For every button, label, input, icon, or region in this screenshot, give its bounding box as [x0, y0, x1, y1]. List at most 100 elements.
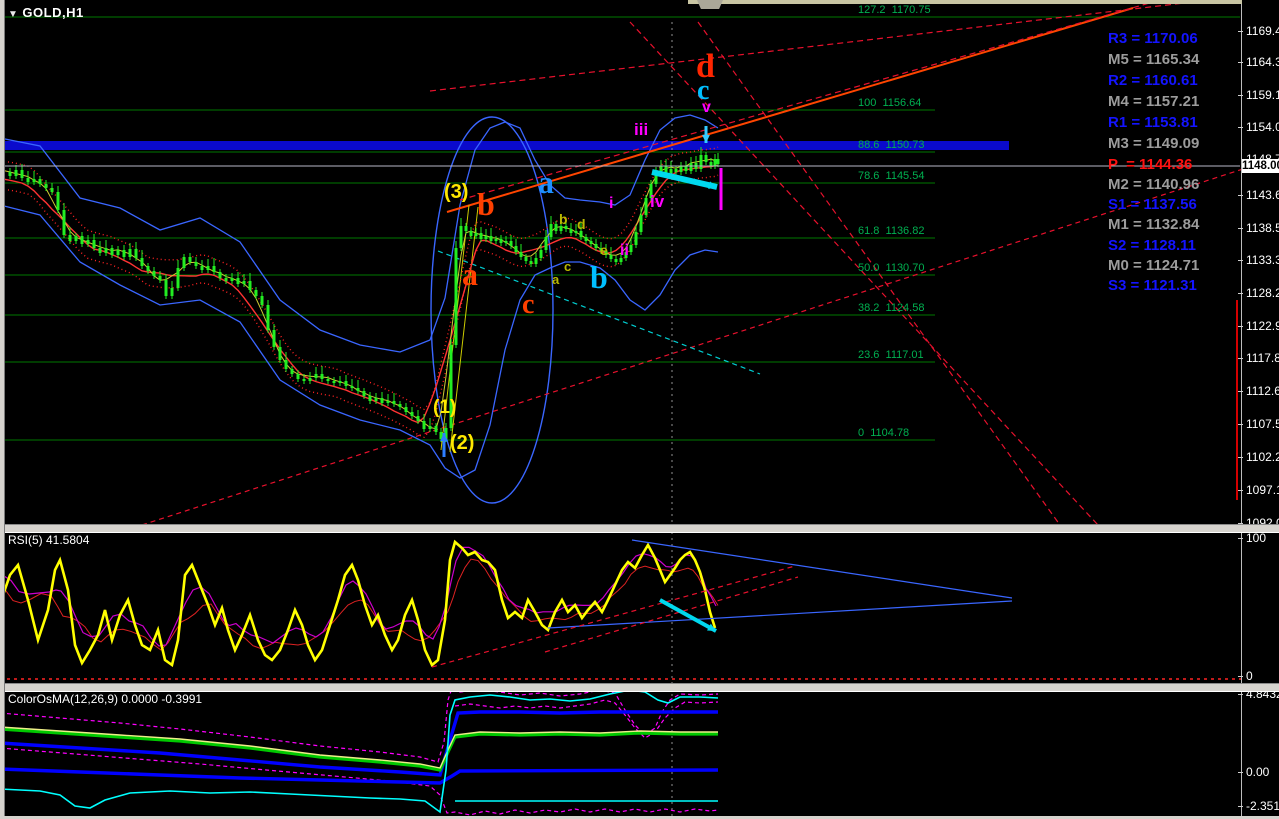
axis-tick-mark — [1238, 195, 1243, 196]
osma-scale-zero: 0.00 — [1246, 765, 1270, 779]
candle-body — [92, 240, 96, 248]
axis-tick-mark — [1238, 326, 1243, 327]
axis-tick-label: 1164.39 — [1246, 55, 1279, 69]
window-bottom-border — [0, 816, 1279, 819]
axis-tick-mark — [1238, 490, 1243, 491]
candle-body — [444, 428, 448, 439]
axis-tick-mark — [1238, 62, 1243, 63]
candle-body — [68, 235, 72, 241]
wave-label-12: ii — [620, 242, 629, 259]
candle-body — [224, 278, 228, 281]
up-arrow-icon-head — [440, 433, 448, 442]
candle-body — [689, 163, 693, 171]
axis-tick-label: 1154.04 — [1246, 120, 1279, 134]
candle-body — [474, 233, 478, 236]
candle-body — [469, 231, 473, 236]
fib-label-100: 100 1156.64 — [858, 97, 922, 109]
axis-tick-label: 1097.19 — [1246, 483, 1279, 497]
pivot-label-S1: S1 = 1137.56 — [1108, 196, 1197, 213]
candle-body — [194, 262, 198, 266]
candle-body — [654, 172, 658, 184]
candle-body — [704, 155, 708, 162]
yellow-channel-1 — [449, 206, 479, 453]
candle-body — [140, 258, 144, 266]
fib-label-88.6: 88.6 1150.73 — [858, 139, 925, 151]
candle-body — [699, 155, 703, 169]
axis-tick-mark — [1238, 772, 1243, 773]
candle-body — [170, 288, 174, 296]
candle-body — [266, 305, 270, 330]
candle-body — [559, 226, 563, 231]
candle-body — [619, 258, 623, 262]
wave-label-4: c — [522, 289, 535, 320]
candle-body — [422, 421, 426, 429]
candle-body — [188, 257, 192, 262]
candle-body — [609, 255, 613, 259]
pivot-label-S2: S2 = 1128.11 — [1108, 237, 1197, 254]
axis-tick-mark — [1238, 391, 1243, 392]
candle-body — [164, 280, 168, 296]
pivot-label-R1: R1 = 1153.81 — [1108, 114, 1198, 131]
candle-body — [74, 236, 78, 241]
dashed-rising-support — [141, 168, 1244, 526]
osma-indicator-label: ColorOsMA(12,26,9) 0.0000 -0.3991 — [8, 692, 203, 706]
fib-label-78.6: 78.6 1145.54 — [858, 170, 925, 182]
candle-body — [386, 401, 390, 403]
osma-magenta-upper — [0, 687, 719, 763]
axis-tick-label: 1169.49 — [1246, 24, 1279, 38]
rsi-cyan-arrow-icon — [659, 598, 717, 633]
candle-body — [519, 252, 523, 257]
red-dotted-envelope-upper — [3, 146, 719, 411]
trend-line — [446, 7, 1134, 213]
candle-body — [489, 236, 493, 241]
window-top-tab — [697, 0, 723, 9]
symbol-title[interactable]: ▼ GOLD,H1 — [8, 5, 84, 20]
candle-body — [549, 224, 553, 237]
axis-tick-label: 1159.14 — [1246, 88, 1279, 102]
chevron-down-icon[interactable]: ▼ — [8, 9, 19, 20]
candle-body — [248, 281, 252, 290]
candle-body — [594, 244, 598, 248]
candle-body — [122, 250, 126, 257]
wave-label-8: v — [702, 99, 711, 116]
candle-body — [374, 398, 378, 401]
candle-body — [624, 252, 628, 258]
rsi-blue-trendline-1 — [631, 539, 1013, 599]
wave-label-10: i — [609, 195, 614, 212]
candle-body — [128, 249, 132, 257]
candle-body — [449, 345, 453, 428]
axis-tick-label: 1122.99 — [1246, 319, 1279, 333]
rsi-indicator-label: RSI(5) 41.5804 — [8, 533, 90, 547]
candle-body — [32, 179, 36, 182]
pivot-label-S3: S3 = 1121.31 — [1108, 277, 1197, 294]
rsi-blue-trendline-0 — [547, 600, 1013, 629]
axis-tick-mark — [1238, 293, 1243, 294]
candle-body — [644, 198, 648, 215]
pivot-label-P: P = 1144.36 — [1108, 156, 1193, 173]
pivot-label-M5: M5 = 1165.34 — [1108, 51, 1200, 68]
candle-body — [404, 407, 408, 412]
candle-body — [564, 226, 568, 229]
axis-tick-mark — [1238, 457, 1243, 458]
rsi-red-companion — [4, 558, 719, 651]
fib-label-50.0: 50.0 1130.70 — [858, 262, 925, 274]
pane-separator-rsi[interactable] — [0, 524, 1279, 533]
wave-label-13: b — [559, 211, 568, 227]
candle-body — [290, 369, 294, 374]
pivot-label-R3: R3 = 1170.06 — [1108, 30, 1198, 47]
candle-body — [416, 416, 420, 421]
osma-yellow-overlay — [0, 726, 718, 769]
candle-body — [713, 159, 717, 166]
wave-label-3: a — [462, 256, 478, 292]
candle-body — [314, 374, 318, 378]
candle-body — [454, 248, 458, 345]
candle-body — [439, 432, 443, 439]
axis-tick-label: 1128.24 — [1246, 286, 1279, 300]
candle-body — [62, 210, 66, 235]
wave-label-14: d — [577, 216, 586, 232]
pane-separator-osma[interactable] — [0, 683, 1279, 692]
candle-body — [50, 188, 54, 192]
candle-body — [534, 258, 538, 264]
candle-body — [362, 391, 366, 396]
